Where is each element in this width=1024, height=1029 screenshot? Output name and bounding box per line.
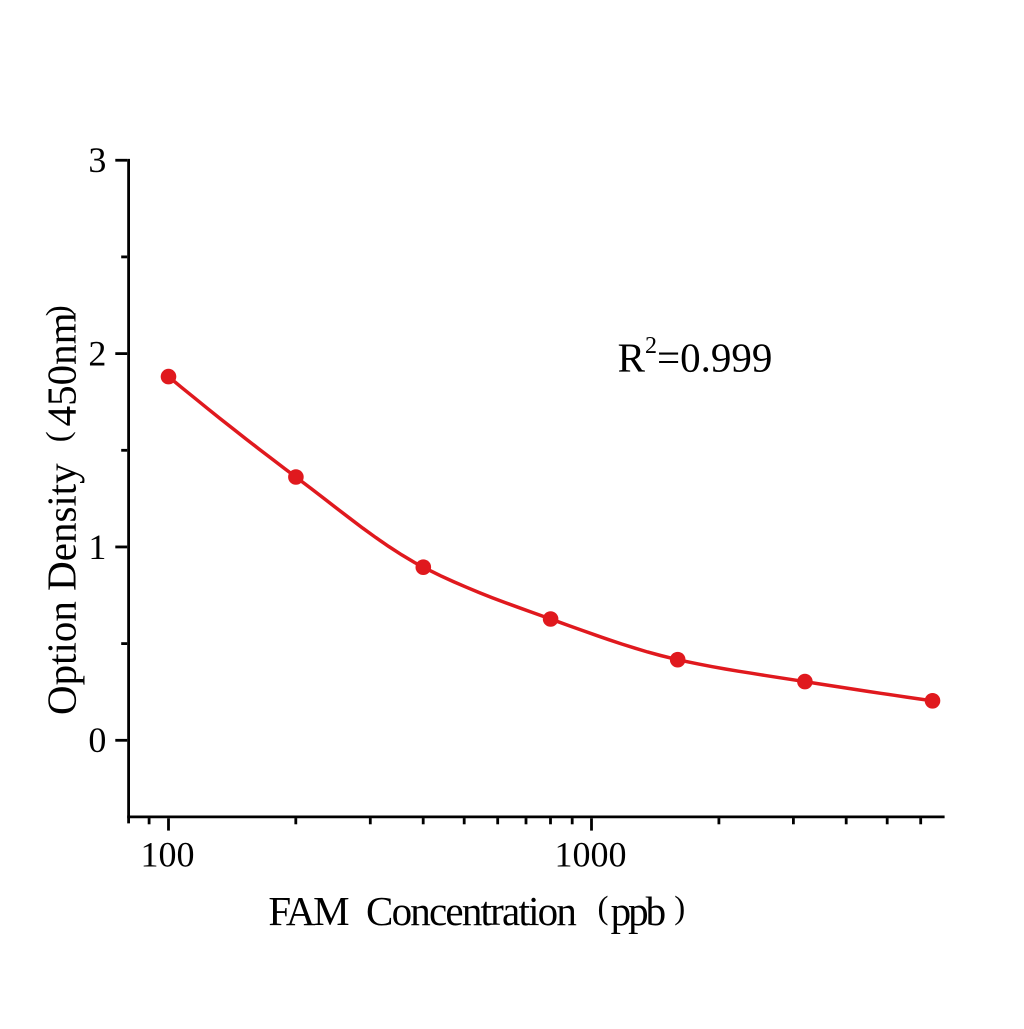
svg-text:FAM: FAM — [268, 888, 349, 934]
svg-text:ppb: ppb — [611, 888, 665, 934]
svg-text:100: 100 — [141, 834, 195, 874]
svg-text:1: 1 — [88, 527, 106, 567]
svg-text:(: ( — [41, 431, 77, 442]
svg-text:0: 0 — [88, 720, 106, 760]
svg-text:R2=0.999: R2=0.999 — [618, 333, 773, 381]
svg-text:): ) — [674, 891, 685, 927]
svg-text:Option Density: Option Density — [38, 463, 84, 715]
svg-text:): ) — [41, 305, 77, 316]
svg-text:Concentration: Concentration — [366, 888, 576, 934]
svg-text:2: 2 — [88, 334, 106, 374]
svg-text:3: 3 — [88, 140, 106, 180]
svg-text:450nm: 450nm — [38, 312, 84, 426]
svg-text:(: ( — [598, 891, 609, 927]
svg-text:1000: 1000 — [555, 834, 627, 874]
